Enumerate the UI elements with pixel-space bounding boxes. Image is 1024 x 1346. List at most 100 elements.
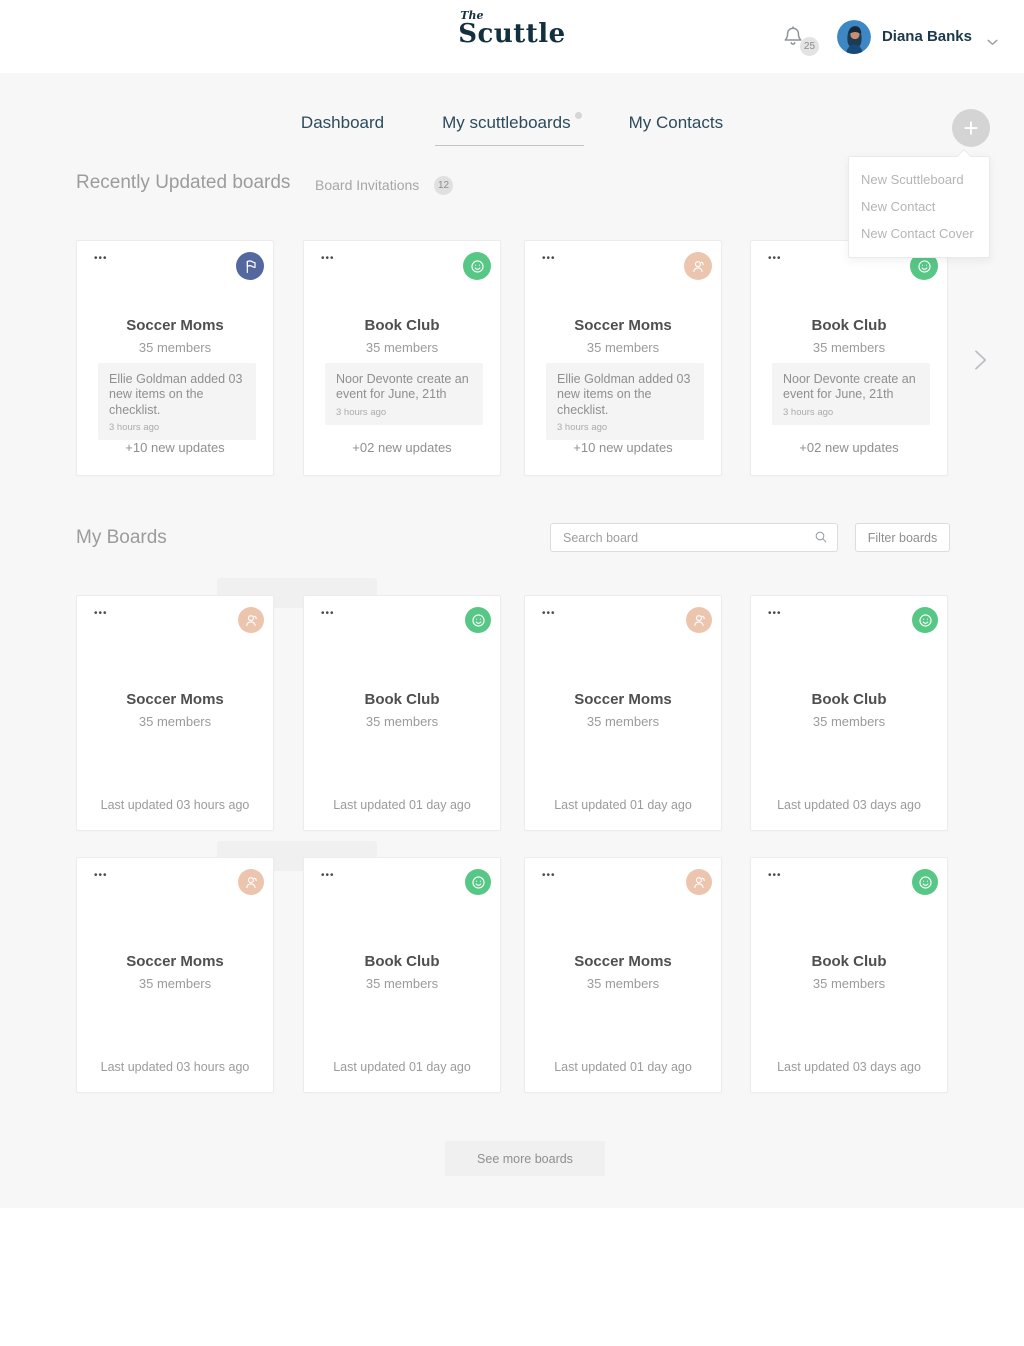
- update-text: Ellie Goldman added 03 new items on the …: [557, 372, 691, 417]
- last-updated-label: Last updated 01 day ago: [333, 798, 471, 812]
- card-menu-icon[interactable]: •••: [542, 253, 556, 264]
- carousel-next-icon[interactable]: [966, 346, 994, 374]
- board-card[interactable]: ••• Book Club 35 members Noor Devonte cr…: [303, 240, 501, 476]
- add-dropdown-menu: New Scuttleboard New Contact New Contact…: [848, 148, 990, 258]
- add-menu-item-label: New Contact: [861, 199, 936, 214]
- notification-count-badge: 25: [799, 36, 819, 56]
- recent-section-title: Recently Updated boards: [76, 172, 291, 193]
- update-text: Ellie Goldman added 03 new items on the …: [109, 372, 243, 417]
- board-card[interactable]: ••• Book Club 35 members Last updated 03…: [750, 595, 948, 831]
- smiley-icon: [465, 869, 491, 895]
- board-card[interactable]: ••• Book Club 35 members Last updated 01…: [303, 595, 501, 831]
- smiley-icon: [465, 607, 491, 633]
- update-box: Ellie Goldman added 03 new items on the …: [98, 363, 256, 440]
- card-menu-icon[interactable]: •••: [321, 870, 335, 881]
- update-time: 3 hours ago: [109, 421, 160, 433]
- my-boards-title: My Boards: [76, 527, 167, 548]
- nav-tab-label: My scuttleboards: [442, 113, 571, 132]
- card-menu-icon[interactable]: •••: [768, 608, 782, 619]
- add-menu-item[interactable]: New Scuttleboard: [849, 166, 989, 193]
- chevron-down-icon[interactable]: [987, 33, 998, 45]
- board-card[interactable]: ••• Soccer Moms 35 members Last updated …: [76, 857, 274, 1093]
- add-menu-item[interactable]: New Contact: [849, 193, 989, 220]
- last-updated-label: Last updated 01 day ago: [554, 1060, 692, 1074]
- update-time: 3 hours ago: [336, 406, 387, 418]
- new-updates-label: +10 new updates: [573, 440, 673, 455]
- board-card[interactable]: ••• Book Club 35 members Last updated 01…: [303, 857, 501, 1093]
- nav-tab-label: My Contacts: [628, 113, 724, 132]
- main-nav: Dashboard My scuttleboards My Contacts: [0, 112, 1024, 146]
- board-members: 35 members: [138, 714, 212, 729]
- board-title: Book Club: [364, 953, 440, 970]
- card-menu-icon[interactable]: •••: [768, 253, 782, 264]
- person-icon: [686, 607, 712, 633]
- board-members: 35 members: [365, 714, 439, 729]
- board-title: Soccer Moms: [574, 691, 672, 708]
- flag-icon: [236, 252, 264, 280]
- brand-logo[interactable]: The Scuttle: [458, 10, 565, 48]
- board-title: Soccer Moms: [126, 317, 224, 334]
- board-invitations-link[interactable]: Board Invitations: [315, 177, 420, 193]
- update-box: Noor Devonte create an event for June, 2…: [772, 363, 930, 425]
- board-members: 35 members: [586, 340, 660, 355]
- user-name[interactable]: Diana Banks: [881, 28, 972, 45]
- board-title: Book Club: [364, 691, 440, 708]
- new-updates-label: +02 new updates: [799, 440, 899, 455]
- update-box: Ellie Goldman added 03 new items on the …: [546, 363, 704, 440]
- last-updated-label: Last updated 01 day ago: [554, 798, 692, 812]
- last-updated-label: Last updated 03 days ago: [777, 798, 921, 812]
- card-menu-icon[interactable]: •••: [321, 608, 335, 619]
- card-menu-icon[interactable]: •••: [94, 870, 108, 881]
- update-text: Noor Devonte create an event for June, 2…: [783, 372, 916, 402]
- board-card[interactable]: ••• Soccer Moms 35 members Last updated …: [524, 595, 722, 831]
- update-box: Noor Devonte create an event for June, 2…: [325, 363, 483, 425]
- board-card[interactable]: ••• Soccer Moms 35 members Last updated …: [524, 857, 722, 1093]
- add-menu-item-label: New Contact Cover: [861, 226, 974, 241]
- smiley-icon: [912, 607, 938, 633]
- board-members: 35 members: [138, 340, 212, 355]
- board-title: Book Club: [811, 953, 887, 970]
- dropdown-caret: [956, 148, 972, 164]
- user-avatar[interactable]: [836, 19, 871, 54]
- last-updated-label: Last updated 01 day ago: [333, 1060, 471, 1074]
- bell-icon: [781, 25, 805, 52]
- board-title: Soccer Moms: [574, 953, 672, 970]
- card-menu-icon[interactable]: •••: [94, 608, 108, 619]
- card-menu-icon[interactable]: •••: [321, 253, 335, 264]
- board-card[interactable]: ••• Book Club 35 members Last updated 03…: [750, 857, 948, 1093]
- card-menu-icon[interactable]: •••: [542, 608, 556, 619]
- nav-tab[interactable]: Dashboard: [301, 113, 384, 146]
- card-menu-icon[interactable]: •••: [94, 253, 108, 264]
- notifications-button[interactable]: 25: [781, 24, 819, 56]
- smiley-icon: [463, 252, 491, 280]
- update-text: Noor Devonte create an event for June, 2…: [336, 372, 469, 402]
- board-card[interactable]: ••• Soccer Moms 35 members Ellie Goldman…: [76, 240, 274, 476]
- nav-tab[interactable]: My scuttleboards: [435, 112, 584, 146]
- person-icon: [686, 869, 712, 895]
- search-board-input[interactable]: [550, 523, 838, 552]
- card-menu-icon[interactable]: •••: [542, 870, 556, 881]
- nav-tab[interactable]: My Contacts: [629, 113, 723, 146]
- search-board-wrap: [550, 523, 838, 552]
- last-updated-label: Last updated 03 days ago: [777, 1060, 921, 1074]
- last-updated-label: Last updated 03 hours ago: [100, 1060, 250, 1074]
- board-members: 35 members: [138, 976, 212, 991]
- board-card[interactable]: ••• Soccer Moms 35 members Ellie Goldman…: [524, 240, 722, 476]
- board-title: Book Club: [811, 317, 887, 334]
- app-header: The Scuttle 25 Di: [0, 0, 1024, 73]
- board-card[interactable]: ••• Book Club 35 members Noor Devonte cr…: [750, 240, 948, 476]
- new-updates-label: +10 new updates: [125, 440, 225, 455]
- board-title: Book Club: [811, 691, 887, 708]
- person-icon: [238, 869, 264, 895]
- invitations-count-badge: 12: [434, 176, 453, 195]
- brand-prefix: The: [460, 9, 484, 22]
- card-menu-icon[interactable]: •••: [768, 870, 782, 881]
- add-button[interactable]: +: [952, 109, 990, 147]
- add-menu-item[interactable]: New Contact Cover: [849, 220, 989, 247]
- board-members: 35 members: [586, 976, 660, 991]
- see-more-boards-button[interactable]: See more boards: [445, 1141, 605, 1176]
- update-time: 3 hours ago: [557, 421, 608, 433]
- filter-boards-button[interactable]: Filter boards: [855, 523, 950, 552]
- board-card[interactable]: ••• Soccer Moms 35 members Last updated …: [76, 595, 274, 831]
